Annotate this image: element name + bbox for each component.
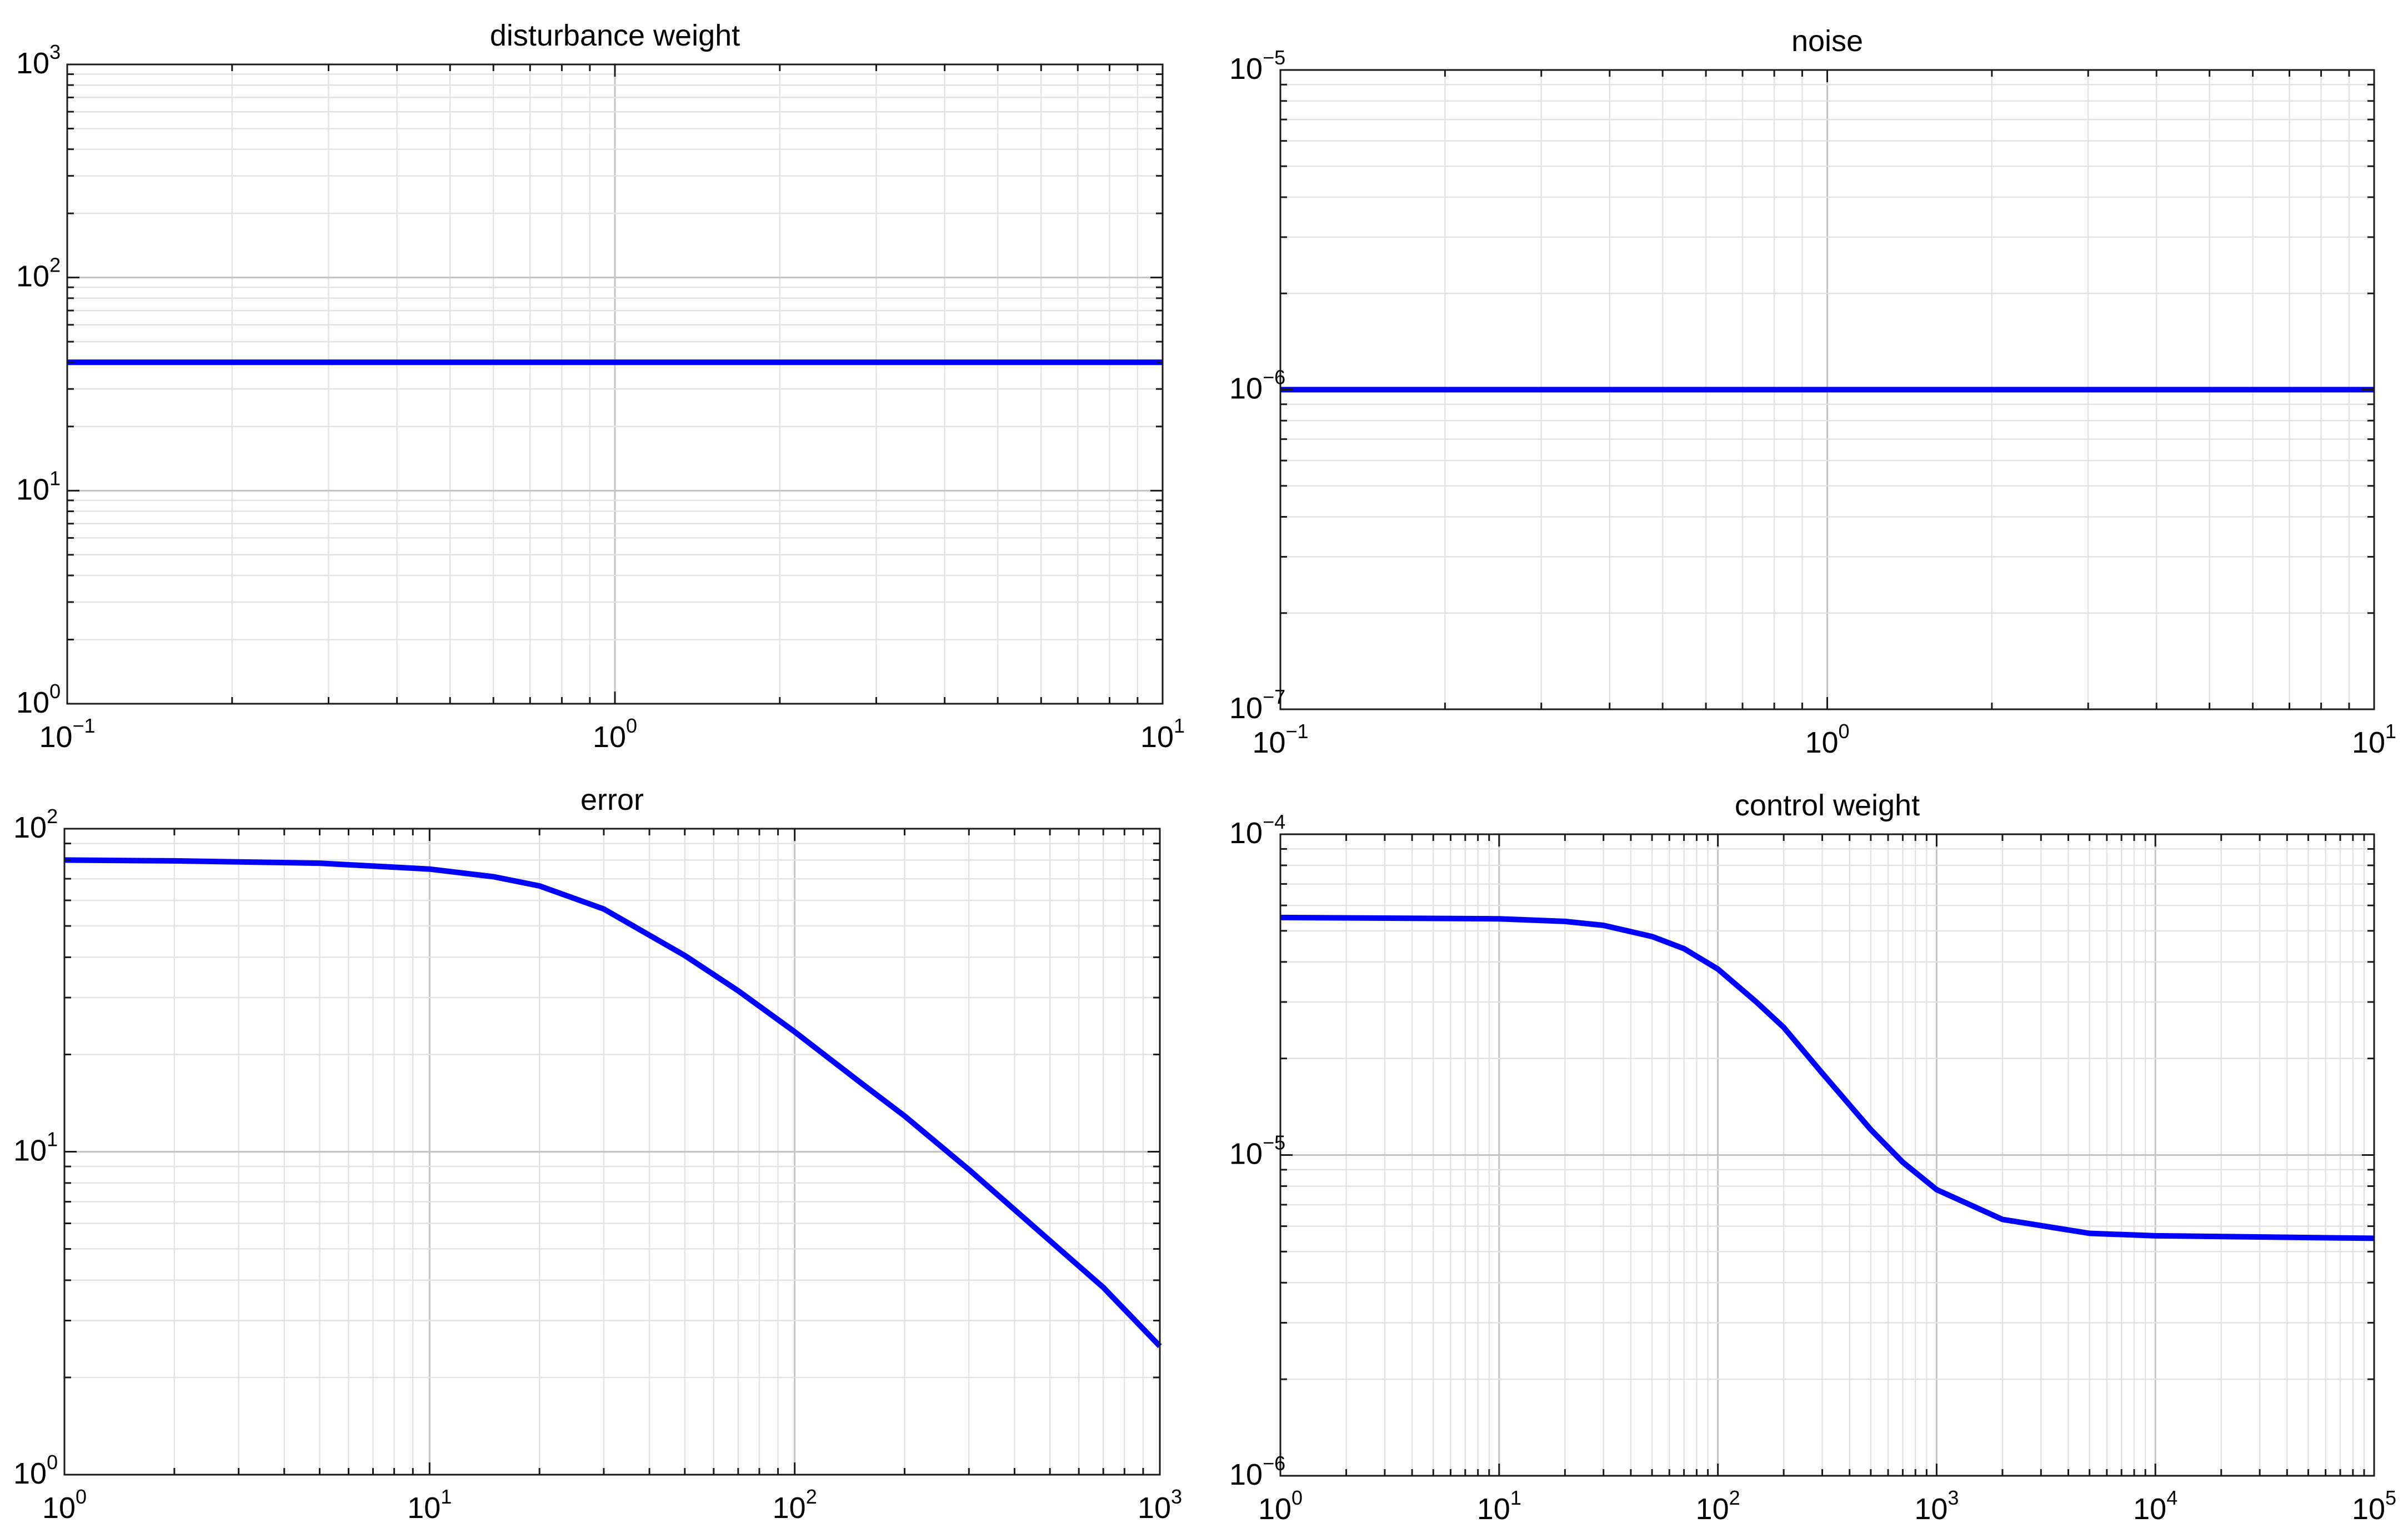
grid-lines (66, 64, 1163, 705)
y-tick-label: 10−7 (1229, 685, 1285, 725)
noise-panel: 10−1 100 101 10−7 10−6 10−5 noise (1229, 24, 2396, 759)
y-tick-label: 101 (16, 467, 61, 506)
y-tick-label: 100 (16, 680, 61, 719)
x-tick-label: 102 (1696, 1486, 1740, 1526)
y-tick-label: 103 (16, 41, 61, 80)
x-tick-label: 100 (1258, 1486, 1303, 1526)
chart-title: disturbance weight (490, 19, 740, 52)
tick-marks (63, 829, 1160, 1476)
grid-lines (63, 829, 1160, 1476)
chart-title: control weight (1735, 789, 1920, 822)
tick-marks (66, 64, 1163, 705)
chart-title: noise (1791, 24, 1863, 58)
y-tick-label: 102 (16, 254, 61, 293)
y-tick-label: 10−4 (1229, 810, 1285, 850)
chart-title: error (580, 783, 644, 816)
x-tick-label: 104 (2133, 1486, 2177, 1526)
tick-marks (1279, 834, 2374, 1477)
x-tick-label: 100 (42, 1485, 87, 1525)
series-line (64, 857, 1162, 1349)
y-tick-label: 10−5 (1229, 46, 1285, 86)
y-tick-label: 100 (13, 1451, 58, 1490)
x-tick-label: 101 (1477, 1486, 1521, 1526)
error-panel: 100 101 102 103 100 101 102 error (13, 783, 1182, 1525)
grid-lines (1279, 834, 2374, 1477)
x-tick-label: 103 (1914, 1486, 1959, 1526)
control-weight-panel: 100 101 102 103 104 105 10−6 10−5 10−4 control we… (1229, 789, 2396, 1526)
x-tick-label: 101 (1140, 714, 1185, 754)
y-tick-label: 10−6 (1229, 366, 1285, 405)
x-tick-label: 102 (773, 1485, 817, 1525)
x-tick-label: 10−1 (39, 714, 95, 754)
series-line (1280, 914, 2375, 1241)
x-tick-label: 10−1 (1252, 720, 1308, 759)
y-tick-label: 10−6 (1229, 1452, 1285, 1491)
x-tick-label: 100 (1805, 720, 1849, 759)
tick-marks (1279, 70, 2374, 710)
x-tick-label: 105 (2352, 1486, 2396, 1526)
y-tick-label: 101 (13, 1128, 58, 1168)
x-tick-label: 100 (593, 714, 637, 754)
x-tick-label: 103 (1138, 1485, 1182, 1525)
y-tick-label: 10−5 (1229, 1131, 1285, 1171)
x-tick-label: 101 (407, 1485, 452, 1525)
y-tick-label: 102 (13, 805, 58, 844)
x-tick-label: 101 (2352, 720, 2396, 759)
